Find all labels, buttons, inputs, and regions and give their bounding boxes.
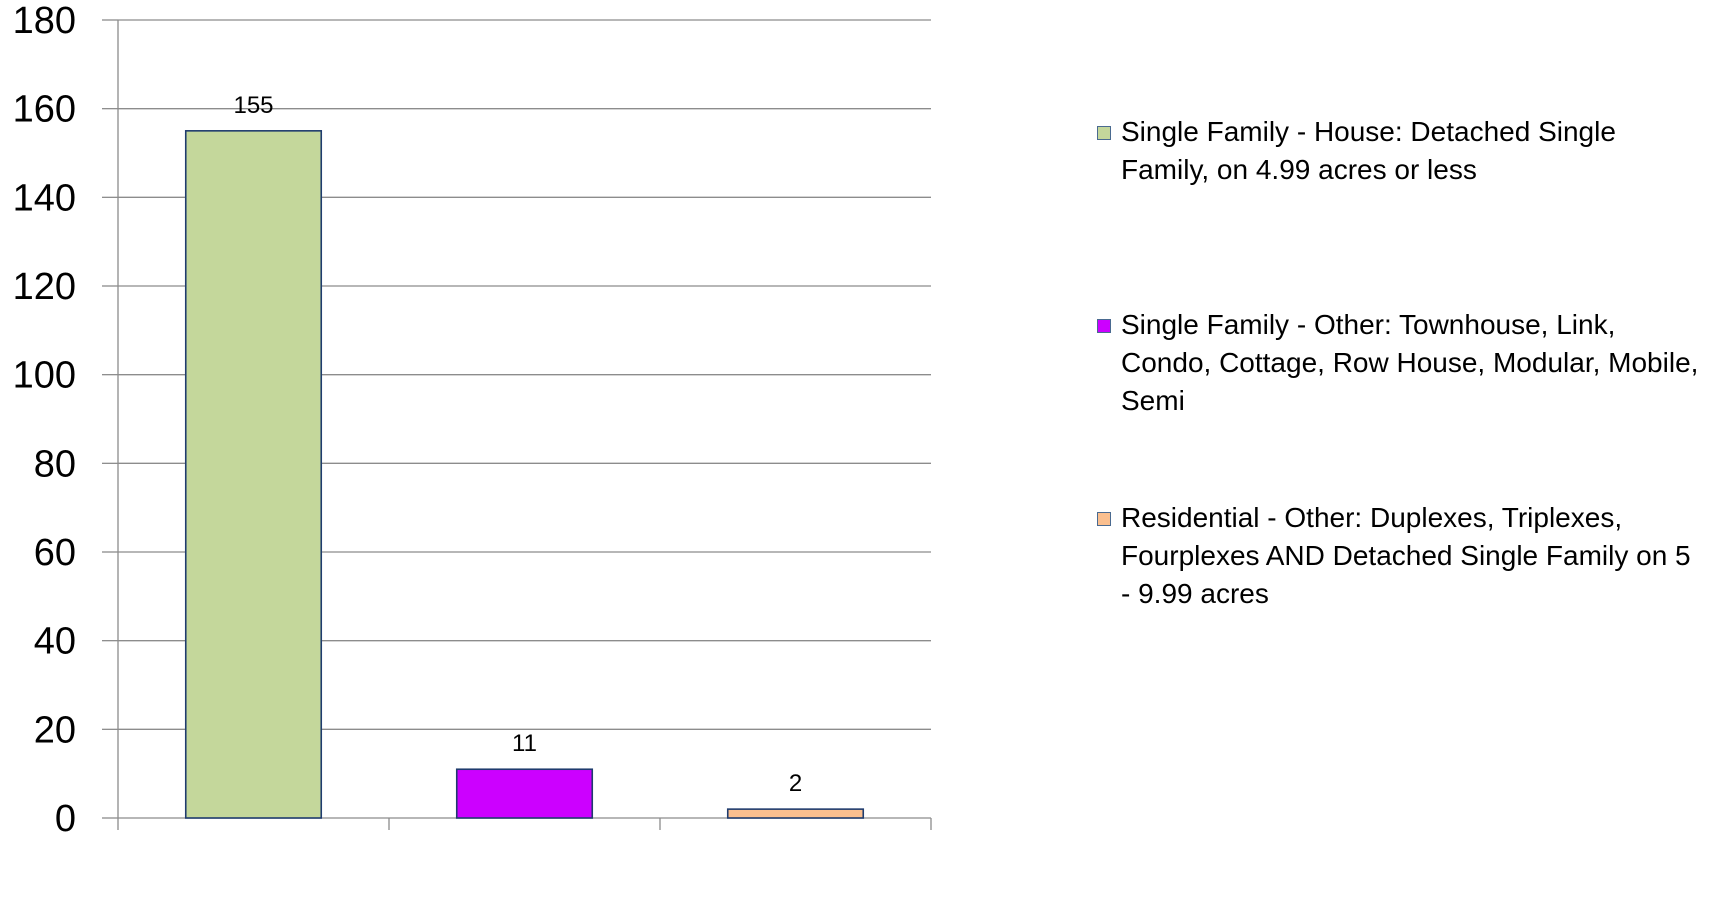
legend-swatch-residential-other — [1097, 512, 1111, 526]
y-tick-label: 140 — [13, 177, 76, 219]
y-tick-label: 180 — [13, 0, 76, 42]
data-labels: 155 11 2 — [233, 92, 802, 797]
bar — [726, 808, 865, 819]
legend: Single Family - House: Detached Single F… — [1097, 0, 1717, 913]
y-tick-label: 60 — [34, 532, 76, 574]
legend-item-single-family-house: Single Family - House: Detached Single F… — [1097, 113, 1707, 189]
legend-label: Single Family - House: Detached Single F… — [1121, 116, 1616, 185]
legend-item-residential-other: Residential - Other: Duplexes, Triplexes… — [1097, 499, 1707, 613]
data-label: 155 — [233, 92, 273, 119]
bar-chart: 0 20 40 60 80 100 120 140 160 180 155 11 2 — [13, 0, 932, 840]
x-axis — [117, 817, 932, 830]
legend-label: Residential - Other: Duplexes, Triplexes… — [1121, 502, 1691, 609]
legend-item-single-family-other: Single Family - Other: Townhouse, Link, … — [1097, 306, 1707, 420]
y-tick-label: 120 — [13, 266, 76, 308]
bars — [184, 130, 865, 819]
y-tick-label: 0 — [55, 798, 76, 840]
y-tick-label: 40 — [34, 621, 76, 663]
y-axis: 0 20 40 60 80 100 120 140 160 180 — [13, 0, 119, 840]
y-tick-label: 160 — [13, 89, 76, 131]
data-label: 2 — [789, 770, 802, 797]
y-tick-label: 80 — [34, 443, 76, 485]
data-label: 11 — [512, 730, 537, 757]
bar — [184, 130, 323, 819]
y-tick-label: 100 — [13, 355, 76, 397]
bar — [455, 768, 594, 819]
legend-swatch-single-family-other — [1097, 319, 1111, 333]
legend-swatch-single-family-house — [1097, 126, 1111, 140]
legend-label: Single Family - Other: Townhouse, Link, … — [1121, 309, 1699, 416]
y-tick-label: 20 — [34, 709, 76, 751]
